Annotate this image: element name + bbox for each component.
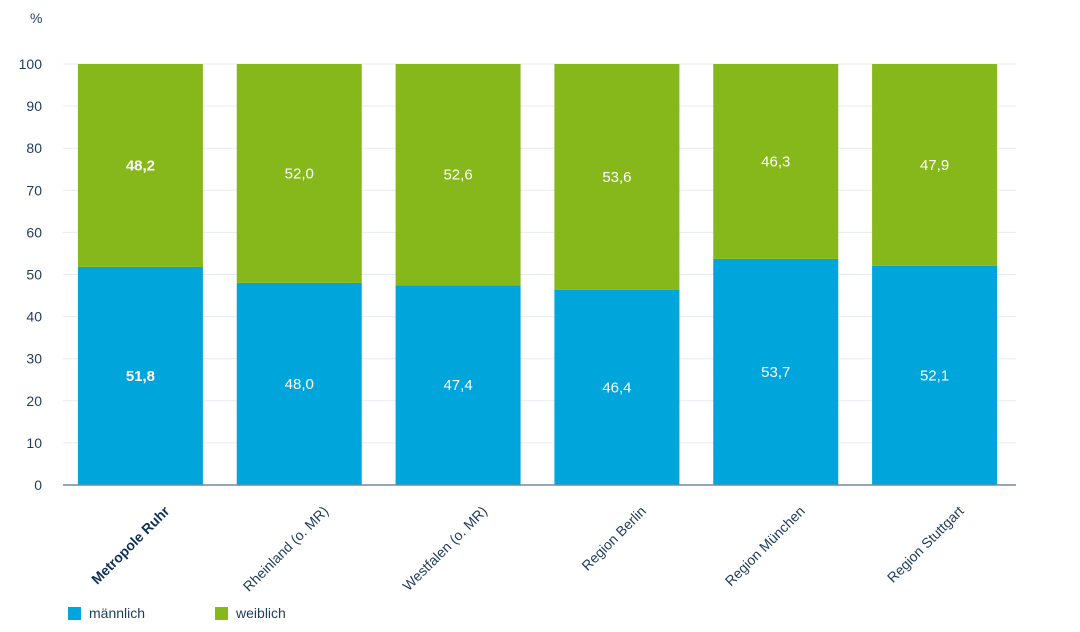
y-tick-label: 10 — [26, 435, 42, 451]
legend-swatch-weiblich — [215, 606, 229, 620]
bar-weiblich — [395, 64, 521, 286]
bar-value-label: 46,4 — [602, 379, 631, 396]
x-category-label: Metropole Ruhr — [88, 502, 173, 587]
legend-label-weiblich: weiblich — [236, 605, 286, 621]
y-unit-label: % — [30, 10, 42, 26]
x-category-label: Region München — [722, 503, 808, 589]
bar-value-label: 52,1 — [920, 367, 949, 384]
bar-value-label: 47,9 — [920, 157, 949, 174]
y-axis-ticks: 0 10 20 30 40 50 60 70 80 90 100 — [19, 56, 43, 493]
x-axis-labels: Metropole Ruhr Rheinland (o. MR) Westfalen… — [88, 502, 967, 594]
bar-value-label: 48,2 — [126, 157, 155, 174]
legend-item-maennlich: männlich — [68, 605, 145, 621]
bar-weiblich — [554, 64, 680, 290]
bar-value-label: 48,0 — [285, 376, 314, 393]
y-tick-label: 70 — [26, 182, 42, 198]
bar-maennlich — [395, 285, 521, 485]
y-tick-label: 30 — [26, 351, 42, 367]
bar-weiblich — [713, 64, 839, 259]
bar-value-label: 51,8 — [126, 368, 155, 385]
y-tick-label: 20 — [26, 393, 42, 409]
bar-value-label: 53,7 — [761, 364, 790, 381]
y-tick-label: 0 — [34, 477, 42, 493]
y-tick-label: 50 — [26, 267, 42, 283]
bar-maennlich — [236, 282, 362, 485]
bar-maennlich — [713, 258, 839, 485]
legend-label-maennlich: männlich — [89, 605, 146, 621]
stacked-bar-chart: % 0 10 20 30 40 50 60 70 80 90 100 51,8 48,2 48,0 52,… — [19, 10, 1016, 594]
bar-value-label: 53,6 — [602, 169, 631, 186]
y-tick-label: 100 — [19, 56, 43, 72]
bar-value-label: 52,6 — [443, 167, 472, 184]
gridlines — [63, 63, 1016, 444]
bar-value-label: 52,0 — [285, 165, 314, 182]
y-tick-label: 80 — [26, 140, 42, 156]
y-tick-label: 40 — [26, 309, 42, 325]
bars — [77, 64, 998, 485]
x-category-label: Westfalen (o. MR) — [399, 503, 490, 594]
y-tick-label: 60 — [26, 224, 42, 240]
y-tick-label: 90 — [26, 98, 42, 114]
bar-maennlich — [554, 289, 680, 485]
x-category-label: Region Berlin — [578, 503, 649, 574]
x-category-label: Region Stuttgart — [884, 503, 967, 586]
bar-value-label: 46,3 — [761, 153, 790, 170]
bar-value-label: 47,4 — [443, 377, 472, 394]
bar-weiblich — [236, 64, 362, 283]
legend-item-weiblich: weiblich — [215, 605, 286, 621]
bar-weiblich — [872, 64, 998, 266]
legend: männlich weiblich — [68, 605, 286, 621]
bar-maennlich — [77, 266, 203, 485]
bar-maennlich — [872, 265, 998, 485]
bar-weiblich — [77, 64, 203, 267]
x-category-label: Rheinland (o. MR) — [240, 503, 332, 595]
legend-swatch-maennlich — [68, 606, 81, 620]
bar-value-labels: 51,8 48,2 48,0 52,0 47,4 52,6 46,4 53,6 53,7 46,3… — [126, 153, 949, 396]
